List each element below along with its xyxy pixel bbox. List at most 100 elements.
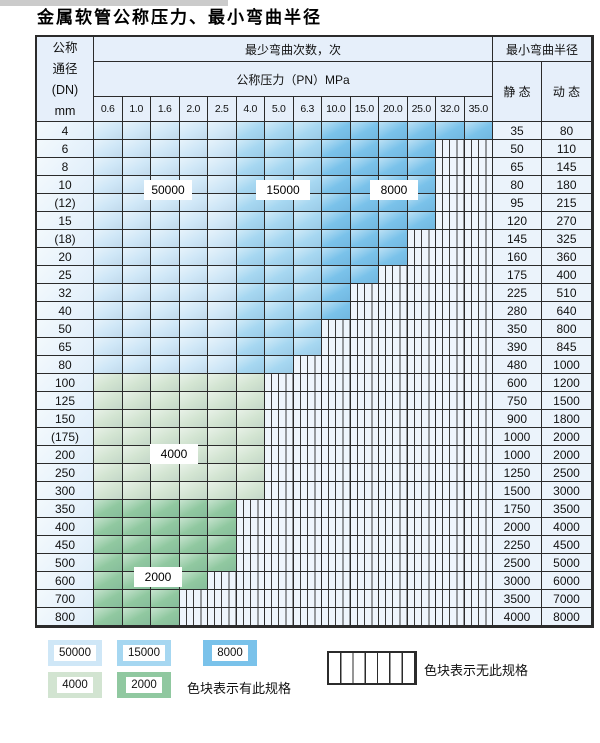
pressure-tick: 1.6: [151, 97, 180, 122]
dn-cell: 40: [37, 302, 94, 320]
legend-swatch-label: 2000: [126, 677, 162, 693]
dn-cell: 15: [37, 212, 94, 230]
no-spec-cell: [350, 356, 379, 374]
spec-cell-2000: [179, 554, 208, 572]
static-radius-cell: 160: [493, 248, 542, 266]
static-radius-cell: 2000: [493, 518, 542, 536]
spec-cell-50000: [208, 212, 237, 230]
spec-cell-50000: [94, 302, 123, 320]
dynamic-radius-cell: 180: [542, 176, 592, 194]
spec-cell-4000: [208, 428, 237, 446]
spec-cell-50000: [122, 194, 151, 212]
dn-cell: (175): [37, 428, 94, 446]
static-radius-cell: 1000: [493, 446, 542, 464]
spec-cell-4000: [179, 374, 208, 392]
spec-cell-50000: [122, 284, 151, 302]
no-spec-cell: [379, 500, 408, 518]
dynamic-radius-cell: 110: [542, 140, 592, 158]
no-spec-cell: [379, 518, 408, 536]
no-spec-cell: [293, 482, 322, 500]
no-spec-cell: [407, 446, 436, 464]
no-spec-cell: [265, 536, 294, 554]
spec-cell-50000: [179, 320, 208, 338]
spec-cell-50000: [179, 230, 208, 248]
static-radius-cell: 1250: [493, 464, 542, 482]
spec-cell-15000: [236, 284, 265, 302]
static-radius-cell: 280: [493, 302, 542, 320]
spec-cell-50000: [94, 194, 123, 212]
spec-cell-50000: [179, 356, 208, 374]
no-spec-cell: [379, 374, 408, 392]
no-spec-cell: [322, 428, 351, 446]
no-spec-cell: [407, 320, 436, 338]
legend-swatch-label: 8000: [212, 645, 248, 661]
no-spec-cell: [436, 266, 465, 284]
spec-cell-15000: [293, 230, 322, 248]
no-spec-cell: [379, 302, 408, 320]
no-spec-cell: [265, 608, 294, 626]
static-radius-cell: 2250: [493, 536, 542, 554]
spec-cell-50000: [208, 356, 237, 374]
no-spec-cell: [464, 518, 493, 536]
spec-cell-8000: [350, 212, 379, 230]
spec-cell-4000: [208, 446, 237, 464]
spec-cell-50000: [94, 320, 123, 338]
no-spec-cell: [464, 482, 493, 500]
spec-cell-4000: [236, 446, 265, 464]
no-spec-cell: [208, 590, 237, 608]
spec-cell-50000: [122, 338, 151, 356]
spec-cell-2000: [94, 500, 123, 518]
no-spec-cell: [265, 428, 294, 446]
legend-swatch-label: 15000: [123, 645, 165, 661]
dn-cell: 4: [37, 122, 94, 140]
no-spec-cell: [236, 554, 265, 572]
no-spec-cell: [436, 356, 465, 374]
spec-cell-50000: [208, 320, 237, 338]
spec-cell-15000: [265, 212, 294, 230]
dn-cell: 200: [37, 446, 94, 464]
no-spec-cell: [236, 572, 265, 590]
no-spec-cell: [379, 266, 408, 284]
spec-cell-2000: [122, 500, 151, 518]
no-spec-cell: [379, 392, 408, 410]
no-spec-cell: [407, 554, 436, 572]
no-spec-cell: [265, 392, 294, 410]
no-spec-cell: [436, 392, 465, 410]
dn-column-header: 公称 通径 (DN) mm: [37, 37, 94, 122]
spec-cell-50000: [151, 140, 180, 158]
no-spec-cell: [407, 284, 436, 302]
legend-swatch-15000: 15000: [117, 640, 171, 666]
static-radius-cell: 900: [493, 410, 542, 428]
no-spec-cell: [436, 410, 465, 428]
spec-cell-8000: [322, 284, 351, 302]
spec-cell-50000: [179, 212, 208, 230]
legend-swatch-50000: 50000: [48, 640, 102, 666]
spec-cell-8000: [350, 266, 379, 284]
spec-cell-50000: [94, 266, 123, 284]
spec-cell-4000: [122, 374, 151, 392]
dn-cell: (12): [37, 194, 94, 212]
no-spec-cell: [464, 356, 493, 374]
spec-cell-50000: [208, 158, 237, 176]
legend-no-spec-text: 色块表示无此规格: [424, 663, 529, 678]
no-spec-cell: [407, 356, 436, 374]
spec-cell-4000: [151, 410, 180, 428]
static-radius-cell: 1500: [493, 482, 542, 500]
no-spec-cell: [293, 428, 322, 446]
spec-cell-8000: [350, 248, 379, 266]
no-spec-cell: [322, 572, 351, 590]
pressure-tick: 6.3: [293, 97, 322, 122]
no-spec-cell: [464, 302, 493, 320]
no-spec-cell: [464, 140, 493, 158]
dynamic-radius-cell: 3500: [542, 500, 592, 518]
dynamic-radius-cell: 5000: [542, 554, 592, 572]
spec-cell-15000: [293, 122, 322, 140]
no-spec-cell: [436, 194, 465, 212]
spec-cell-50000: [94, 212, 123, 230]
dynamic-radius-cell: 215: [542, 194, 592, 212]
no-spec-cell: [436, 302, 465, 320]
no-spec-cell: [436, 320, 465, 338]
legend-has-spec-text: 色块表示有此规格: [187, 681, 292, 696]
no-spec-cell: [293, 392, 322, 410]
no-spec-cell: [265, 446, 294, 464]
